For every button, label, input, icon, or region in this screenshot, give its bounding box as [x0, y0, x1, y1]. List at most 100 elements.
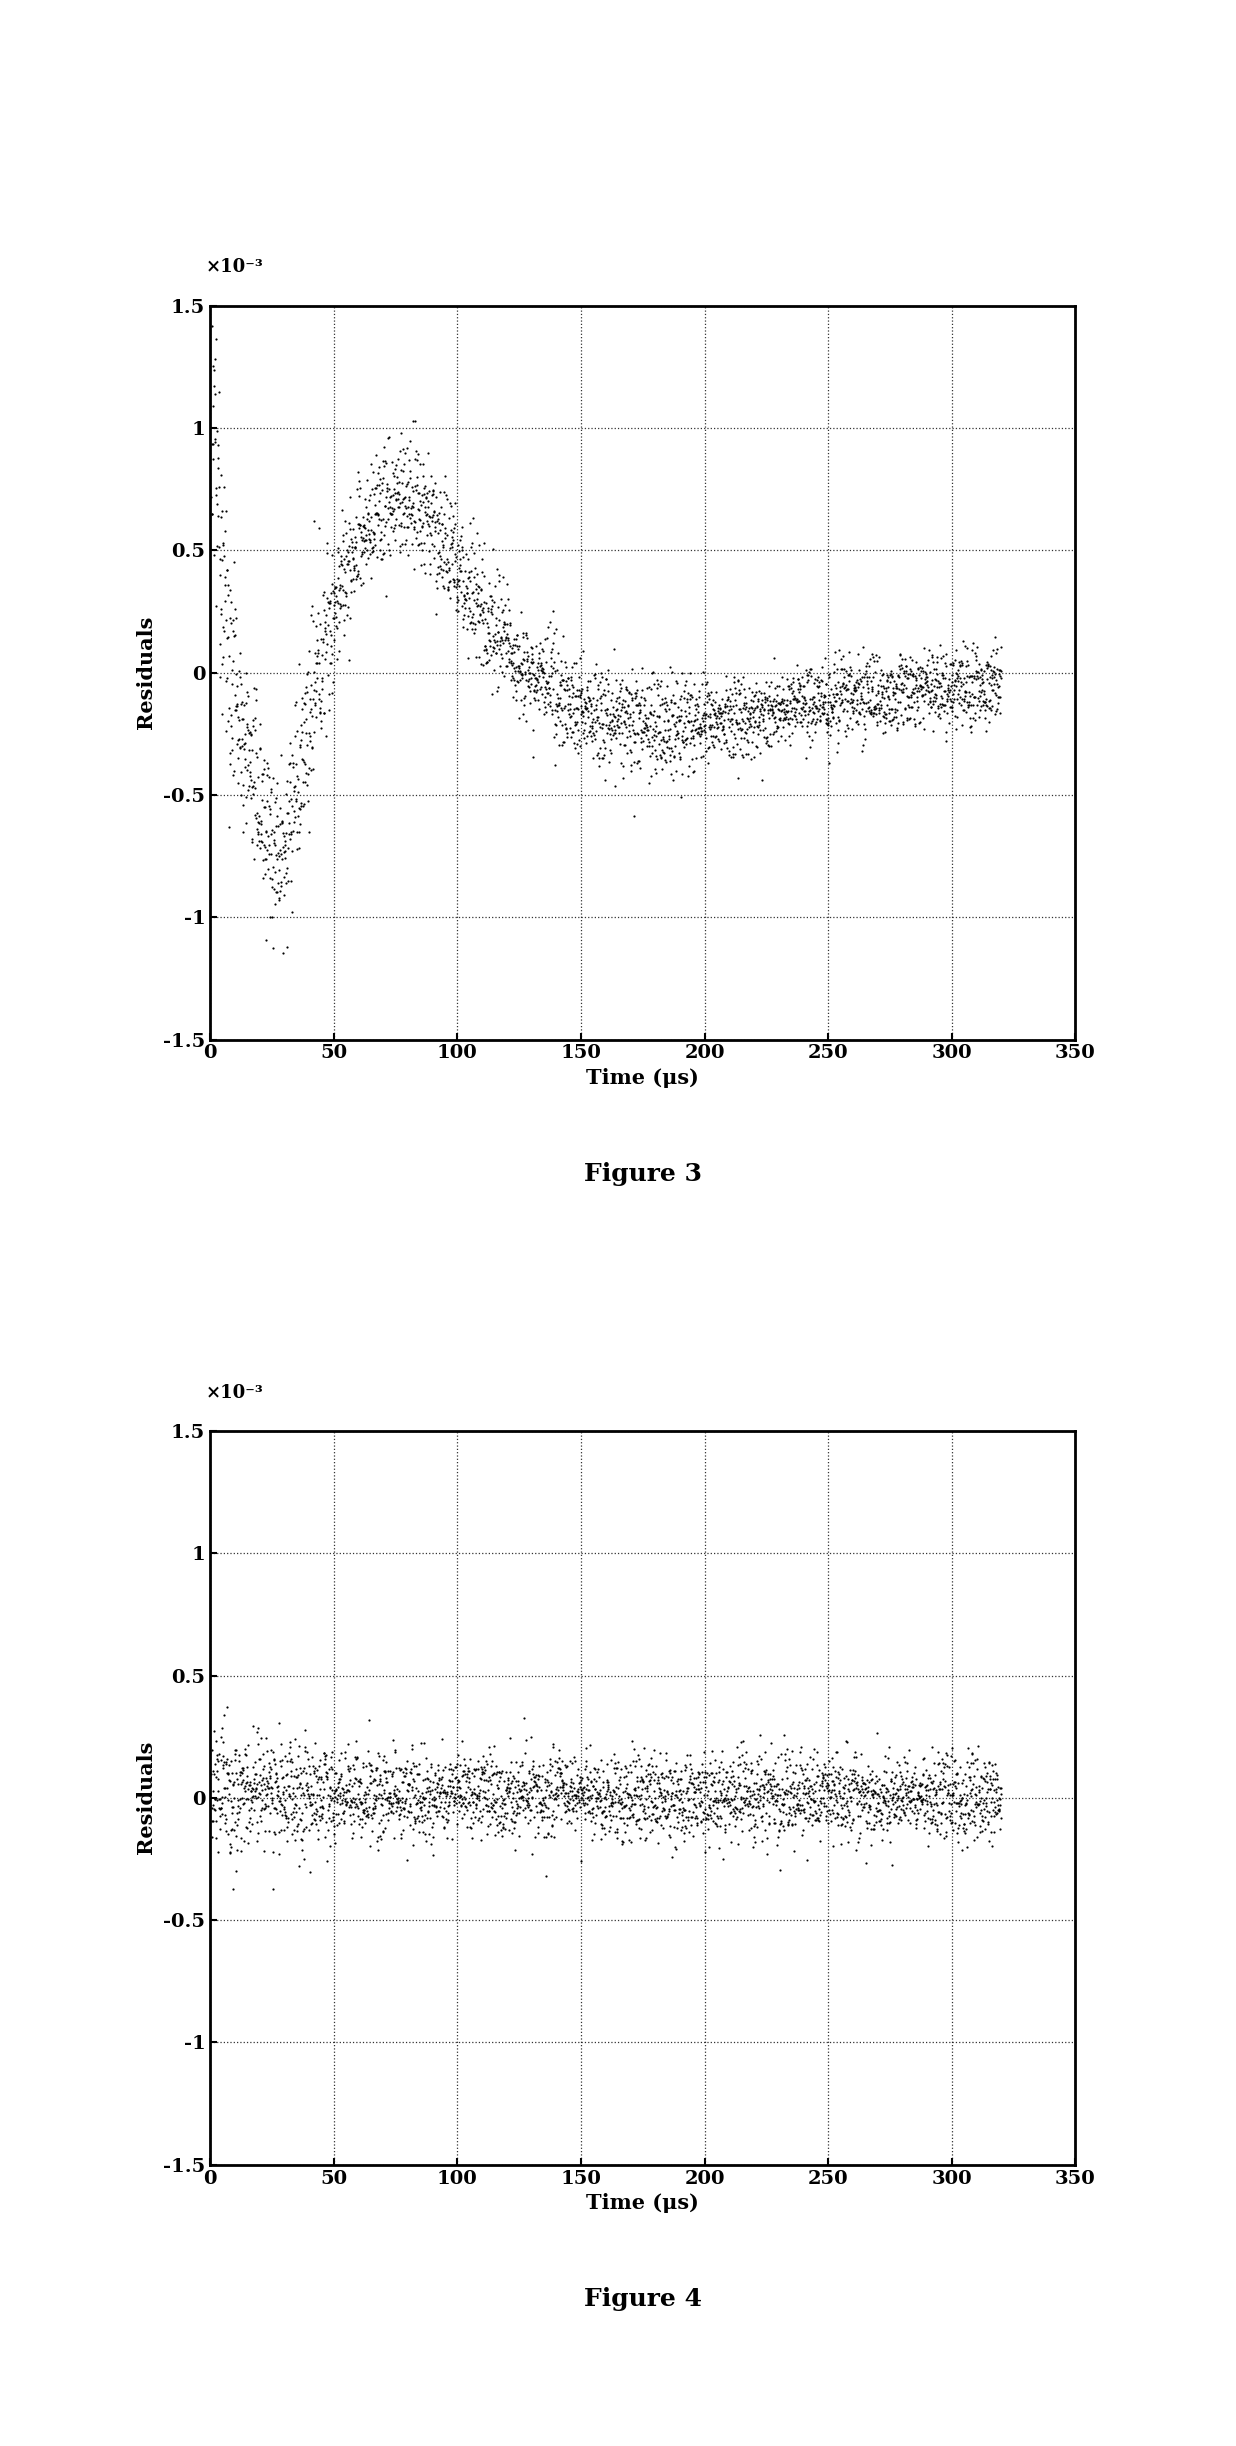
- Point: [371, 541, 391, 580]
- Point: [227, 1793, 247, 1832]
- Point: [353, 563, 373, 602]
- Point: [779, 1739, 798, 1778]
- Point: [414, 467, 434, 506]
- Point: [234, 685, 253, 724]
- Point: [726, 734, 745, 773]
- Point: [947, 658, 967, 697]
- Point: [328, 533, 347, 572]
- Point: [613, 1798, 633, 1837]
- Point: [795, 1761, 815, 1800]
- Point: [538, 663, 557, 702]
- Point: [828, 1795, 848, 1834]
- Point: [763, 1759, 782, 1798]
- Point: [915, 1808, 934, 1847]
- Point: [518, 1803, 538, 1842]
- Point: [592, 739, 612, 778]
- Point: [561, 1761, 581, 1800]
- Point: [430, 1788, 450, 1827]
- Point: [962, 675, 981, 714]
- Point: [408, 1754, 428, 1793]
- Point: [564, 1768, 583, 1808]
- Point: [377, 1759, 397, 1798]
- Point: [990, 1810, 1010, 1849]
- Point: [790, 1732, 810, 1771]
- Point: [371, 460, 391, 499]
- Point: [613, 1822, 633, 1861]
- Point: [522, 641, 541, 680]
- Point: [468, 565, 488, 604]
- Point: [886, 1798, 906, 1837]
- Point: [897, 1786, 917, 1825]
- Point: [439, 1749, 459, 1788]
- Point: [455, 1781, 475, 1820]
- Point: [685, 695, 705, 734]
- Point: [662, 1837, 682, 1876]
- Point: [691, 1764, 711, 1803]
- Point: [284, 1820, 304, 1859]
- Point: [974, 1759, 994, 1798]
- Point: [476, 1742, 496, 1781]
- Point: [821, 714, 840, 753]
- Point: [578, 692, 598, 731]
- Point: [738, 722, 758, 761]
- Point: [409, 499, 429, 538]
- Point: [461, 1786, 481, 1825]
- Point: [229, 1781, 248, 1820]
- Point: [777, 692, 797, 731]
- Point: [669, 1764, 688, 1803]
- Point: [528, 1759, 548, 1798]
- Point: [277, 775, 297, 815]
- Point: [393, 494, 413, 533]
- Point: [358, 1788, 378, 1827]
- Point: [772, 658, 792, 697]
- Point: [473, 1788, 493, 1827]
- Point: [807, 700, 827, 739]
- Point: [749, 673, 769, 712]
- Point: [227, 763, 247, 802]
- Point: [391, 1749, 410, 1788]
- Point: [632, 1756, 651, 1795]
- Point: [910, 648, 929, 687]
- Point: [772, 1786, 792, 1825]
- Point: [739, 1810, 759, 1849]
- Point: [764, 680, 784, 719]
- Point: [942, 646, 962, 685]
- Point: [889, 1786, 908, 1825]
- Point: [681, 712, 701, 751]
- Point: [429, 1761, 449, 1800]
- Point: [527, 1766, 546, 1805]
- Point: [936, 1744, 955, 1783]
- Point: [592, 658, 612, 697]
- Point: [947, 1754, 967, 1793]
- Point: [884, 675, 904, 714]
- Point: [603, 1771, 623, 1810]
- Point: [383, 1751, 403, 1790]
- Point: [586, 1781, 606, 1820]
- Point: [345, 528, 365, 567]
- Point: [948, 1808, 968, 1847]
- Point: [604, 1783, 624, 1822]
- Point: [375, 1751, 394, 1790]
- Point: [654, 1790, 674, 1830]
- Point: [639, 1744, 659, 1783]
- Point: [826, 1781, 845, 1820]
- Point: [873, 675, 892, 714]
- Point: [974, 651, 994, 690]
- Point: [874, 1776, 894, 1815]
- Point: [340, 1749, 360, 1788]
- Point: [790, 1764, 810, 1803]
- Point: [921, 1783, 941, 1822]
- Point: [239, 1781, 258, 1820]
- Point: [749, 702, 769, 741]
- Point: [246, 1754, 266, 1793]
- Point: [540, 602, 560, 641]
- Point: [231, 1832, 251, 1871]
- Point: [337, 531, 357, 570]
- Point: [310, 690, 330, 729]
- Point: [491, 616, 510, 656]
- Point: [235, 739, 255, 778]
- Point: [711, 695, 730, 734]
- Point: [261, 815, 281, 854]
- Point: [917, 1793, 937, 1832]
- Point: [331, 536, 351, 575]
